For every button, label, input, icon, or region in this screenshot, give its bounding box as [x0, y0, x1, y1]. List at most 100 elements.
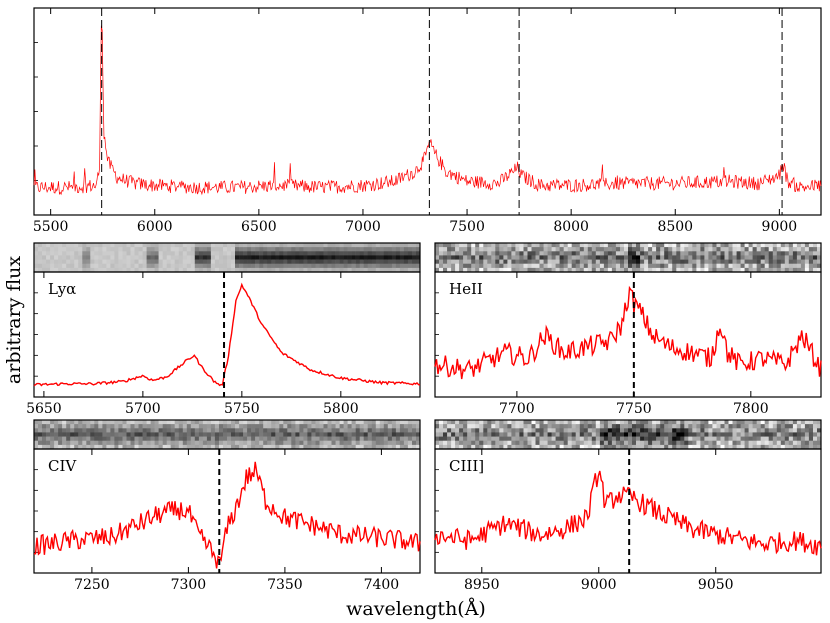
strip-pixel [287, 259, 292, 264]
strip-pixel [808, 436, 814, 441]
strip-pixel [50, 436, 55, 441]
strip-pixel [599, 424, 605, 429]
strip-pixel [331, 247, 336, 252]
strip-pixel [455, 243, 460, 248]
strip-pixel [122, 259, 127, 264]
strip-pixel [335, 424, 340, 429]
strip-pixel [190, 267, 196, 273]
strip-pixel [792, 251, 798, 256]
strip-pixel [275, 436, 280, 441]
strip-pixel [796, 420, 802, 425]
strip-pixel [170, 428, 175, 433]
strip-pixel [732, 440, 737, 446]
strip-pixel [712, 428, 717, 433]
strip-pixel [628, 263, 633, 269]
strip-pixel [688, 243, 693, 248]
strip-pixel [559, 259, 564, 264]
strip-pixel [740, 263, 745, 269]
strip-pixel [551, 436, 556, 441]
strip-pixel [387, 444, 393, 450]
strip-pixel [130, 267, 135, 273]
strip-pixel [676, 436, 681, 441]
strip-pixel [471, 259, 476, 264]
strip-pixel [403, 251, 409, 256]
strip-pixel [94, 436, 99, 441]
strip-pixel [190, 440, 196, 446]
strip-pixel [768, 440, 773, 446]
strip-pixel [808, 255, 814, 260]
strip-pixel [412, 440, 417, 446]
strip-pixel [174, 247, 179, 252]
strip-pixel [575, 440, 580, 446]
strip-pixel [788, 428, 794, 433]
strip-pixel [475, 251, 480, 256]
strip-pixel [166, 259, 171, 264]
strip-pixel [142, 424, 147, 429]
strip-pixel [740, 444, 745, 450]
strip-pixel [130, 444, 135, 450]
strip-pixel [102, 263, 107, 269]
strip-pixel [579, 424, 585, 429]
strip-pixel [475, 436, 480, 441]
strip-pixel [291, 263, 296, 269]
strip-pixel [291, 259, 296, 264]
strip-pixel [251, 259, 256, 264]
strip-pixel [387, 251, 393, 256]
strip-pixel [451, 263, 456, 269]
strip-pixel [615, 267, 621, 273]
strip-pixel [535, 420, 540, 425]
strip-pixel [178, 251, 184, 256]
strip-pixel [223, 251, 228, 256]
strip-pixel [50, 420, 55, 425]
strip-pixel [138, 247, 143, 252]
strip-pixel [467, 267, 472, 273]
strip-pixel [379, 263, 385, 269]
strip-pixel [186, 432, 192, 437]
strip-pixel [78, 251, 83, 256]
strip-pixel [680, 420, 685, 425]
strip-pixel [158, 267, 163, 273]
strip-pixel [615, 255, 621, 260]
strip-pixel [251, 432, 256, 437]
strip-pixel [335, 263, 340, 269]
strip-pixel [58, 267, 63, 273]
strip-pixel [271, 243, 276, 248]
strip-pixel [587, 255, 593, 260]
strip-pixel [114, 247, 119, 252]
strip-pixel [764, 259, 769, 264]
strip-pixel [491, 267, 496, 273]
strip-pixel [579, 243, 585, 248]
strip-pixel [331, 251, 336, 256]
strip-pixel [263, 255, 268, 260]
strip-pixel [740, 247, 745, 252]
strip-pixel [676, 247, 681, 252]
strip-pixel [519, 424, 524, 429]
strip-pixel [535, 263, 540, 269]
strip-pixel [571, 267, 576, 273]
strip-pixel [720, 263, 725, 269]
strip-pixel [74, 440, 79, 446]
strip-pixel [535, 424, 540, 429]
strip-pixel [247, 251, 252, 256]
strip-pixel [170, 247, 175, 252]
strip-pixel [547, 251, 552, 256]
strip-pixel [439, 263, 444, 269]
strip-pixel [539, 267, 544, 273]
strip-pixel [491, 420, 496, 425]
strip-pixel [343, 432, 348, 437]
strip-pixel [347, 255, 352, 260]
strip-pixel [527, 420, 532, 425]
strip-pixel [491, 251, 496, 256]
strip-pixel [595, 428, 601, 433]
strip-pixel [359, 259, 364, 264]
strip-pixel [110, 251, 115, 256]
strip-pixel [407, 259, 413, 264]
strip-pixel [82, 251, 87, 256]
strip-pixel [591, 440, 597, 446]
strip-pixel [214, 424, 220, 429]
strip-pixel [744, 243, 749, 248]
strip-pixel [323, 424, 328, 429]
strip-pixel [154, 259, 159, 264]
strip-pixel [347, 263, 352, 269]
strip-pixel [447, 247, 452, 252]
